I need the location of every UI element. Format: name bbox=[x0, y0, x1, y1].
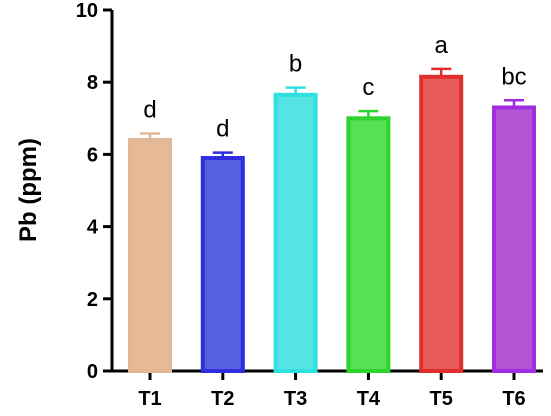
bar-group-t5: a bbox=[419, 32, 464, 373]
y-axis-label: Pb (ppm) bbox=[15, 138, 42, 242]
significance-label: d bbox=[143, 96, 156, 123]
significance-label: b bbox=[289, 51, 302, 78]
bar bbox=[128, 137, 172, 373]
y-tick-label: 2 bbox=[87, 289, 98, 311]
y-tick-label: 0 bbox=[87, 361, 98, 383]
x-axis: T1 T2 T3 T4 T5 T6 bbox=[110, 369, 543, 410]
bar bbox=[200, 156, 245, 373]
bar-group-t1: d bbox=[128, 96, 172, 373]
significance-label: bc bbox=[501, 63, 526, 90]
x-tick-label: T2 bbox=[211, 388, 234, 410]
y-tick-label: 8 bbox=[87, 72, 98, 94]
bar-group-t3: b bbox=[273, 51, 318, 374]
bar bbox=[419, 74, 464, 373]
significance-label: d bbox=[216, 116, 229, 143]
x-tick-label: T4 bbox=[357, 388, 381, 410]
bar-group-t4: c bbox=[346, 74, 391, 373]
y-tick-label: 6 bbox=[87, 144, 98, 166]
x-tick-label: T5 bbox=[430, 388, 453, 410]
significance-label: a bbox=[435, 32, 449, 59]
x-tick-label: T6 bbox=[502, 388, 525, 410]
x-tick-label: T1 bbox=[138, 388, 161, 410]
x-tick-label: T3 bbox=[284, 388, 307, 410]
bar-group-t6: bc bbox=[492, 63, 536, 373]
y-axis: 0 2 4 6 8 10 bbox=[76, 0, 114, 383]
y-tick-label: 10 bbox=[76, 0, 98, 22]
y-tick-label: 4 bbox=[87, 217, 99, 239]
significance-label: c bbox=[362, 74, 374, 101]
bar bbox=[492, 105, 536, 373]
bar-group-t2: d bbox=[200, 116, 245, 373]
bar bbox=[346, 116, 391, 373]
bar bbox=[273, 92, 318, 374]
